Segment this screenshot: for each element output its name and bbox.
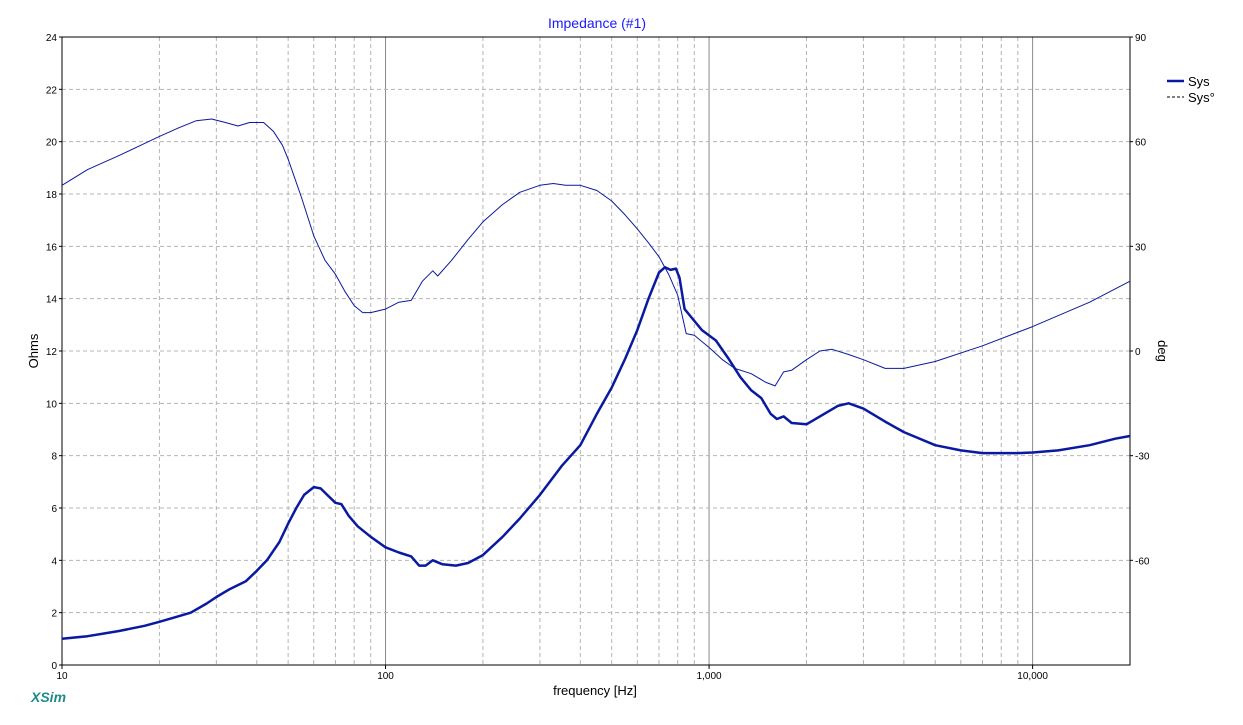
y-tick-label: 10 [46,399,58,410]
y-tick-label: 16 [46,242,58,253]
y2-axis-label: deg [1155,340,1170,362]
y-tick-label: 0 [51,661,57,672]
y-tick-label: 14 [46,295,58,306]
y-tick-label: 22 [46,85,58,96]
y2-tick-label: -30 [1135,452,1150,463]
y2-tick-label: -60 [1135,556,1150,567]
legend: Sys Sys° [1167,74,1215,105]
series-layer [61,118,1131,641]
y-tick-label: 20 [46,138,58,149]
y-tick-label: 4 [51,556,57,567]
x-tick-label: 10 [56,671,68,682]
chart-title: Impedance (#1) [548,15,646,31]
x-axis-label: frequency [Hz] [553,683,637,698]
y2-tick-label: 90 [1135,33,1147,44]
grid [62,37,1130,665]
y-tick-label: 2 [51,609,57,620]
y2-tick-label: 0 [1135,347,1141,358]
series-line-sys-phase [61,118,1131,387]
y-tick-label: 6 [51,504,57,515]
y-axis-label: Ohms [26,333,41,368]
legend-label-sys: Sys [1188,74,1210,89]
x-tick-label: 10,000 [1017,671,1048,682]
x-tick-label: 1,000 [697,671,722,682]
y-tick-label: 18 [46,190,58,201]
y-tick-label: 8 [51,452,57,463]
axis-ticks: 10 100 1,000 10,000024681012141618202224-60… [46,33,1150,682]
series-line-sys [61,266,1131,641]
y2-tick-label: 60 [1135,138,1147,149]
y-tick-label: 12 [46,347,58,358]
y2-tick-label: 30 [1135,242,1147,253]
xsim-watermark: XSim [30,689,66,705]
legend-label-sys-phase: Sys° [1188,90,1215,105]
y-tick-label: 24 [46,33,58,44]
x-tick-label: 100 [377,671,394,682]
